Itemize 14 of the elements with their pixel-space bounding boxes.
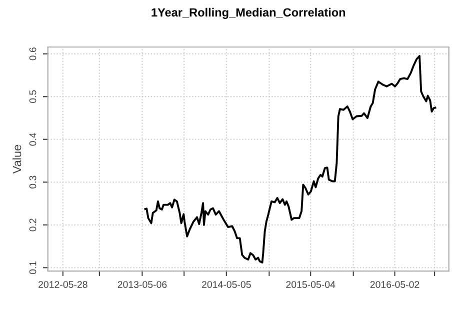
x-tick-label: 2012-05-28	[38, 281, 88, 288]
chart-title: 1Year_Rolling_Median_Correlation	[152, 8, 346, 19]
y-tick-label: 0.4	[29, 132, 36, 146]
y-tick-label: 0.2	[29, 218, 36, 232]
y-axis-title: Value	[12, 144, 22, 174]
y-tick-label: 0.5	[29, 90, 36, 103]
y-tick-label: 0.3	[29, 176, 36, 189]
x-tick-label: 2016-05-02	[370, 281, 420, 288]
line-series	[144, 55, 436, 264]
x-tick-label: 2014-05-05	[202, 281, 251, 288]
y-tick-label: 0.6	[29, 48, 36, 60]
y-tick-label: 0.1	[29, 261, 36, 274]
x-tick-label: 2013-05-06	[118, 281, 167, 288]
x-tick-label: 2015-05-04	[286, 281, 336, 288]
